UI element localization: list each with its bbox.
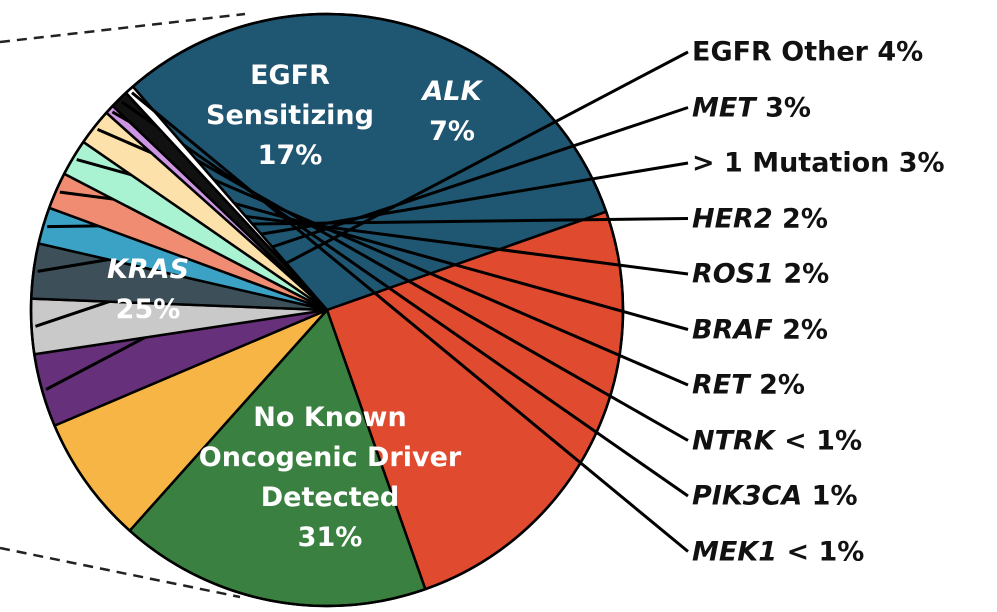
- slice-name: ALK: [422, 76, 482, 107]
- zoom-line: [0, 12, 246, 44]
- slice-value: 3%: [898, 147, 945, 179]
- slice-label: ROS1 2%: [692, 259, 829, 290]
- slice-label: RET 2%: [692, 370, 805, 401]
- slice-label: EGFR Other 4%: [692, 37, 923, 68]
- slice-value: 2%: [783, 258, 830, 290]
- slice-name: RET: [692, 369, 750, 401]
- slice-value: 7%: [429, 116, 475, 147]
- slice-name: No Known Oncogenic Driver Detected: [198, 402, 462, 513]
- slice-name: NTRK: [692, 425, 775, 456]
- slice-label: MET 3%: [692, 92, 811, 123]
- slice-value: 4%: [877, 36, 924, 68]
- slice-value: 2%: [782, 203, 828, 234]
- leader-line: [121, 100, 689, 498]
- zoom-line: [0, 546, 241, 599]
- slice-value: 2%: [759, 369, 805, 401]
- slice-value: 1%: [811, 480, 858, 512]
- slice-name: PIK3CA: [692, 480, 803, 512]
- leader-line: [111, 110, 689, 442]
- slice-label: NTRK < 1%: [692, 425, 862, 456]
- slice-value: 31%: [297, 522, 363, 553]
- slice-value: < 1%: [784, 425, 863, 456]
- slice-label: BRAF 2%: [692, 314, 828, 345]
- slice-label: ALK 7%: [422, 72, 481, 152]
- slice-label: > 1 Mutation 3%: [692, 148, 945, 179]
- slice-name: MEK1: [692, 536, 778, 567]
- slice-label: EGFR Sensitizing 17%: [190, 56, 390, 176]
- slice-value: 3%: [765, 92, 811, 123]
- slice-name: EGFR Sensitizing: [206, 60, 374, 131]
- slice-value: 25%: [115, 294, 181, 325]
- slice-label: HER2 2%: [692, 203, 828, 234]
- slice-name: EGFR Other: [692, 36, 868, 68]
- slice-label: No Known Oncogenic Driver Detected 31%: [180, 398, 480, 558]
- slice-label: MEK1 < 1%: [692, 536, 864, 567]
- leader-line: [131, 91, 689, 553]
- slice-name: > 1 Mutation: [692, 147, 890, 179]
- slice-label: PIK3CA 1%: [692, 481, 858, 512]
- slice-name: HER2: [692, 203, 773, 234]
- slice-value: 2%: [782, 314, 828, 345]
- slice-name: MET: [692, 92, 756, 123]
- slice-value: < 1%: [786, 536, 865, 567]
- slice-label: KRAS 25%: [107, 250, 189, 330]
- pie-outline: [29, 12, 625, 608]
- slice-name: ROS1: [692, 258, 774, 290]
- slice-value: 17%: [257, 140, 323, 171]
- slice-name: KRAS: [106, 254, 190, 285]
- slice-name: BRAF: [692, 314, 773, 345]
